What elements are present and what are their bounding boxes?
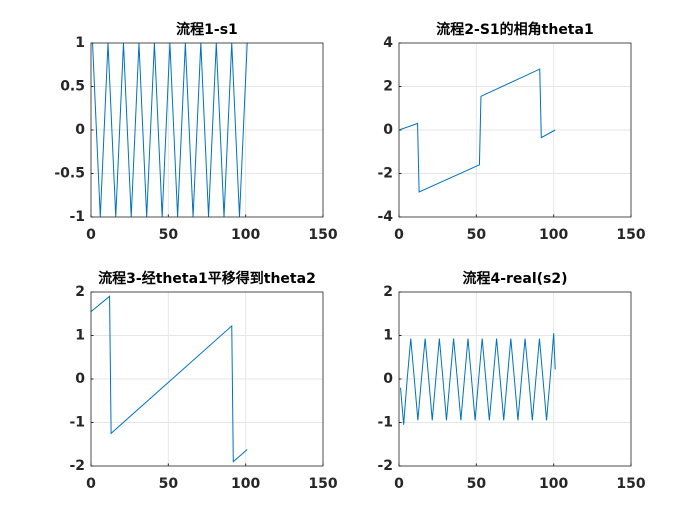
y-tick-label: 1	[383, 328, 393, 344]
x-tick-label: 150	[616, 476, 645, 492]
axes-box	[398, 42, 632, 218]
y-tick-label: 2	[75, 284, 85, 300]
x-tick-label: 0	[394, 476, 404, 492]
data-line	[400, 333, 556, 425]
subplot-title: 流程2-S1的相角theta1	[436, 21, 593, 38]
y-tick-label: 0.5	[60, 79, 85, 95]
x-tick-label: 150	[616, 227, 645, 243]
x-tick-label: 0	[394, 227, 404, 243]
y-tick-label: 0	[383, 122, 393, 138]
y-tick-label: -4	[377, 209, 393, 225]
y-tick-label: -2	[69, 458, 85, 474]
x-tick-label: 100	[539, 227, 568, 243]
y-tick-label: 0	[75, 371, 85, 387]
x-tick-label: 50	[467, 476, 487, 492]
y-tick-label: 4	[383, 35, 393, 51]
subplot: 0 50 100 150 -4 -2 0 2 4 流程2-S1的相角theta1	[377, 21, 645, 243]
subplot-title: 流程1-s1	[176, 21, 238, 38]
data-line	[90, 295, 248, 463]
subplot-title: 流程3-经theta1平移得到theta2	[98, 270, 316, 287]
y-tick-label: 2	[383, 79, 393, 95]
x-tick-label: 50	[159, 476, 179, 492]
y-tick-label: -0.5	[54, 166, 85, 182]
x-tick-label: 50	[159, 227, 179, 243]
x-tick-label: 100	[539, 476, 568, 492]
x-tick-label: 100	[231, 227, 260, 243]
axes-box	[90, 291, 324, 467]
x-tick-label: 50	[467, 227, 487, 243]
x-tick-label: 0	[86, 227, 96, 243]
y-tick-label: 0	[75, 122, 85, 138]
y-tick-label: 1	[75, 35, 85, 51]
x-tick-label: 150	[308, 476, 337, 492]
y-tick-label: -1	[377, 415, 393, 431]
subplot: 0 50 100 150 -1 -0.5 0 0.5 1 流程1-s1	[54, 21, 337, 243]
subplot: 0 50 100 150 -2 -1 0 1 2 流程3-经theta1平移得到theta2	[69, 270, 337, 492]
axes-box	[90, 42, 324, 218]
y-tick-label: 0	[383, 371, 393, 387]
y-tick-label: -2	[377, 166, 393, 182]
data-line	[398, 68, 556, 193]
x-tick-label: 150	[308, 227, 337, 243]
x-tick-label: 0	[86, 476, 96, 492]
y-tick-label: -2	[377, 458, 393, 474]
x-tick-label: 100	[231, 476, 260, 492]
y-tick-label: 1	[75, 328, 85, 344]
axes-box	[398, 291, 632, 467]
subplot-title: 流程4-real(s2)	[462, 270, 567, 287]
y-tick-label: 2	[383, 284, 393, 300]
y-tick-label: -1	[69, 415, 85, 431]
subplot: 0 50 100 150 -2 -1 0 1 2 流程4-real(s2)	[377, 270, 645, 492]
y-tick-label: -1	[69, 209, 85, 225]
